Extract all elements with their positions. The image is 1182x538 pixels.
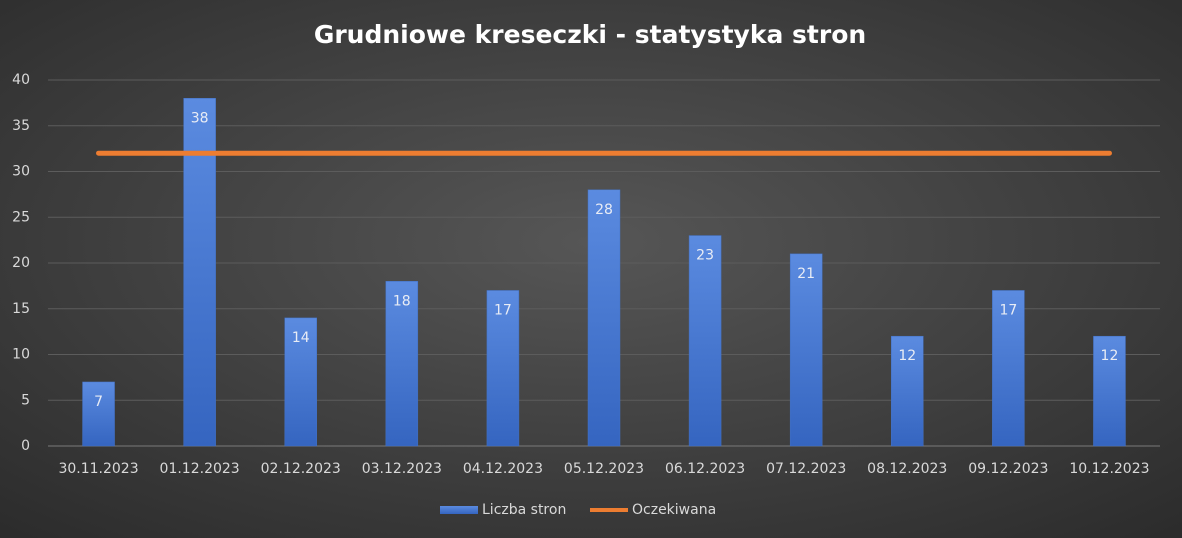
bar	[587, 189, 621, 447]
bar	[1093, 335, 1126, 447]
x-tick-label: 04.12.2023	[463, 461, 543, 477]
bar	[789, 253, 823, 447]
bar	[891, 335, 924, 447]
y-tick-label: 25	[12, 209, 30, 225]
x-tick-label: 07.12.2023	[766, 461, 846, 477]
bar	[992, 290, 1025, 447]
data-label: 38	[191, 110, 209, 126]
y-tick-label: 5	[21, 392, 30, 408]
y-tick-label: 35	[12, 118, 30, 134]
legend-swatch	[440, 506, 478, 514]
data-label: 28	[595, 202, 613, 218]
bar	[82, 381, 115, 447]
x-tick-label: 01.12.2023	[160, 461, 240, 477]
data-label: 12	[1101, 348, 1119, 364]
y-tick-label: 0	[21, 438, 30, 454]
data-label: 17	[999, 302, 1017, 318]
data-label: 21	[797, 266, 815, 282]
y-tick-label: 10	[12, 347, 30, 363]
y-tick-label: 15	[12, 301, 30, 317]
data-label: 14	[292, 330, 310, 346]
x-tick-label: 06.12.2023	[665, 461, 745, 477]
y-tick-label: 20	[12, 255, 30, 271]
x-tick-label: 08.12.2023	[867, 461, 947, 477]
data-label: 18	[393, 293, 411, 309]
data-label: 17	[494, 302, 512, 318]
x-tick-label: 09.12.2023	[968, 461, 1048, 477]
x-tick-label: 03.12.2023	[362, 461, 442, 477]
x-tick-label: 02.12.2023	[261, 461, 341, 477]
bar	[385, 281, 419, 447]
legend-label: Oczekiwana	[632, 502, 716, 518]
legend-label: Liczba stron	[482, 502, 566, 518]
x-tick-label: 10.12.2023	[1069, 461, 1149, 477]
x-tick-label: 30.11.2023	[58, 461, 138, 477]
y-tick-label: 30	[12, 164, 30, 180]
bar	[284, 317, 317, 447]
bar	[688, 235, 722, 447]
data-label: 23	[696, 248, 714, 264]
chart-title: Grudniowe kreseczki - statystyka stron	[314, 20, 866, 49]
data-label: 12	[898, 348, 916, 364]
x-tick-label: 05.12.2023	[564, 461, 644, 477]
y-tick-label: 40	[12, 72, 30, 88]
bar	[183, 98, 216, 447]
bar	[486, 290, 520, 447]
data-label: 7	[94, 394, 103, 410]
